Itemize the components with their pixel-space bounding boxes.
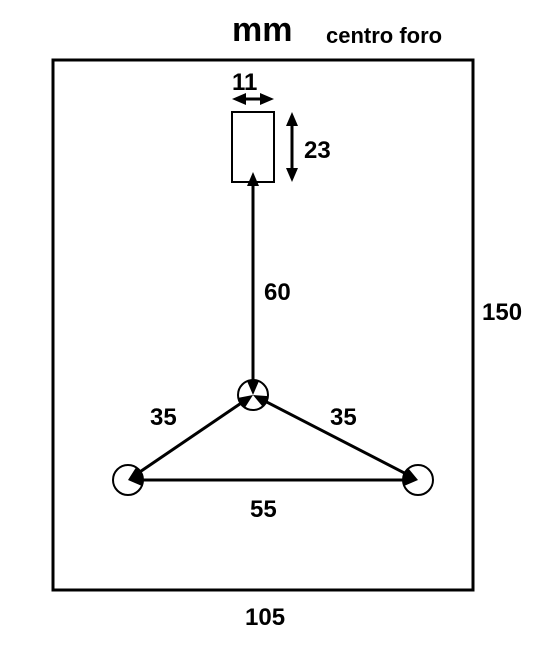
slot-rect [232, 112, 274, 182]
arrowhead [247, 172, 259, 186]
label-r35: 35 [330, 404, 357, 431]
arrowhead [247, 381, 259, 395]
diagram-svg: 11 23 60 150 35 35 55 105 [0, 0, 550, 655]
label-w105: 105 [245, 604, 285, 631]
label-d150: 150 [482, 299, 522, 326]
title-mm: mm [232, 11, 292, 50]
arrowhead [286, 168, 298, 182]
arrowhead [286, 112, 298, 126]
label-l35: 35 [150, 404, 177, 431]
arrowhead [260, 93, 274, 105]
label-b55: 55 [250, 496, 277, 523]
title-centro-foro: centro foro [326, 23, 442, 49]
label-v60: 60 [264, 279, 291, 306]
label-h23: 23 [304, 137, 331, 164]
label-w11: 11 [232, 69, 257, 96]
